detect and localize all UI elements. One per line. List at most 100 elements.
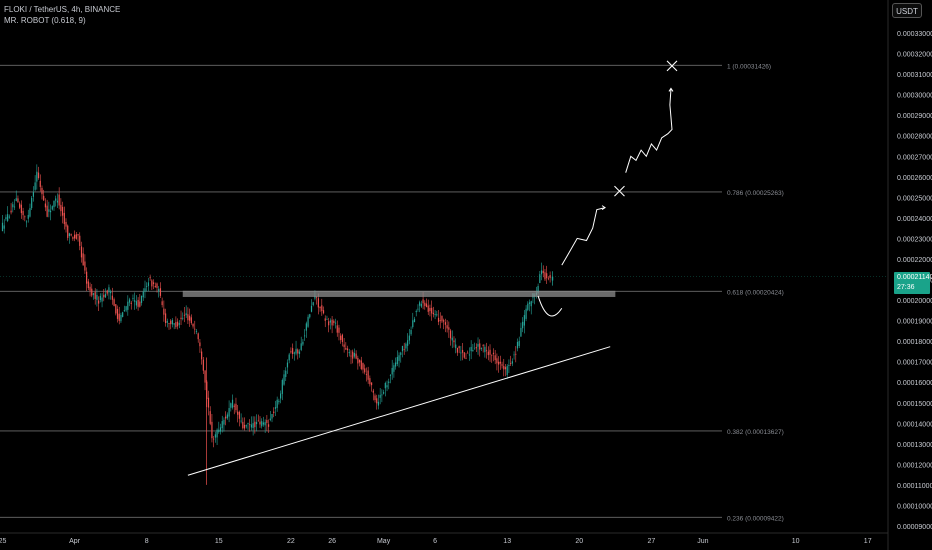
y-tick-label: 0.00022000 (897, 257, 932, 264)
candle-body (470, 346, 472, 352)
candle-body (110, 291, 112, 294)
candle-body (274, 407, 277, 409)
y-tick-label: 0.00027000 (897, 154, 932, 161)
candle-body (225, 416, 227, 419)
candle-body (53, 200, 55, 208)
price-axis[interactable]: 0.00033000 0.00032000 0.00031000 0.00030000… (887, 0, 932, 550)
candle-body (122, 312, 124, 317)
candle-body (525, 308, 527, 319)
candle-body (312, 302, 314, 305)
candle-body (137, 299, 139, 307)
candle-body (72, 237, 74, 239)
candle-body (432, 312, 434, 315)
candle-body (20, 204, 22, 214)
candle-body (25, 221, 28, 223)
candle-body (101, 297, 103, 302)
candle-body (116, 308, 119, 319)
candle-body (144, 288, 146, 292)
candle-body (310, 305, 313, 312)
candle-body (159, 288, 162, 296)
drawings (182, 60, 678, 476)
candle-body (48, 209, 50, 212)
candle-body (528, 302, 531, 304)
candle-body (207, 397, 210, 408)
candle-body (235, 403, 237, 411)
candle-body (549, 275, 551, 279)
candle-body (503, 365, 505, 370)
candle-body (516, 341, 519, 349)
candle-body (472, 350, 474, 352)
candle-body (391, 367, 393, 375)
x-tick-label: 22 (287, 538, 295, 545)
candle-body (132, 297, 134, 299)
candle-body (290, 351, 292, 353)
candle-body (158, 288, 160, 292)
x-tick-label: 27 (648, 538, 656, 545)
candle-body (104, 293, 107, 298)
candle-body (496, 358, 498, 364)
candle-body (113, 299, 115, 306)
y-tick-label: 0.00014000 (897, 421, 932, 428)
candle-body (283, 374, 285, 385)
candle-body (180, 317, 182, 319)
y-tick-label: 0.00017000 (897, 360, 932, 367)
candle-body (259, 421, 261, 425)
candle-body (147, 282, 150, 286)
y-tick-label: 0.00015000 (897, 401, 932, 408)
candle-body (358, 359, 361, 363)
candle-body (68, 233, 71, 237)
candle-body (230, 403, 232, 408)
candle-body (219, 427, 222, 432)
candle-body (492, 352, 495, 355)
candle-body (89, 286, 91, 291)
candle-body (453, 340, 455, 343)
candle-body (367, 370, 369, 380)
candle-body (326, 319, 328, 320)
candle-body (314, 295, 316, 299)
candle-body (350, 355, 352, 357)
y-tick-label: 0.00016000 (897, 380, 932, 387)
candle-body (140, 295, 143, 303)
candle-body (309, 314, 311, 318)
candle-body (115, 304, 117, 314)
candle-body (383, 392, 385, 394)
candle-body (7, 214, 9, 221)
candle-body (99, 295, 101, 301)
bar-countdown: 27:36 (897, 284, 915, 291)
candle-body (530, 301, 532, 307)
candle-body (106, 290, 108, 294)
candle-body (461, 349, 464, 353)
target-x-marker (666, 60, 678, 72)
candle-body (422, 299, 424, 304)
candle-body (195, 330, 198, 332)
candle-body (130, 302, 132, 304)
candle-body (242, 421, 244, 429)
candle-body (163, 308, 165, 315)
candle-body (252, 423, 254, 428)
candle-body (221, 421, 223, 429)
time-axis[interactable]: 25 Apr 8 15 22 26 May 6 13 20 27 Jun 10 17 (0, 532, 888, 545)
candle-body (27, 214, 29, 219)
candle-body (443, 320, 445, 322)
candle-body (281, 379, 283, 394)
candle-body (305, 323, 307, 331)
candle-body (276, 399, 278, 408)
candle-body (118, 313, 120, 321)
currency-button[interactable]: USDT (892, 3, 922, 18)
candle-body (31, 197, 33, 209)
candle-body (223, 419, 225, 425)
candle-body (456, 347, 459, 353)
candle-body (166, 321, 168, 323)
candle-body (434, 314, 436, 316)
candle-body (546, 273, 548, 279)
x-tick-label: 26 (328, 538, 336, 545)
projection-path (561, 207, 606, 266)
candle-body (415, 310, 417, 313)
fib-label: 0.236 (0.00009422) (727, 515, 784, 522)
candle-body (412, 320, 414, 328)
candle-body (386, 385, 388, 388)
candle-body (255, 422, 258, 425)
y-tick-label: 0.00033000 (897, 31, 932, 38)
candle-body (473, 348, 476, 350)
